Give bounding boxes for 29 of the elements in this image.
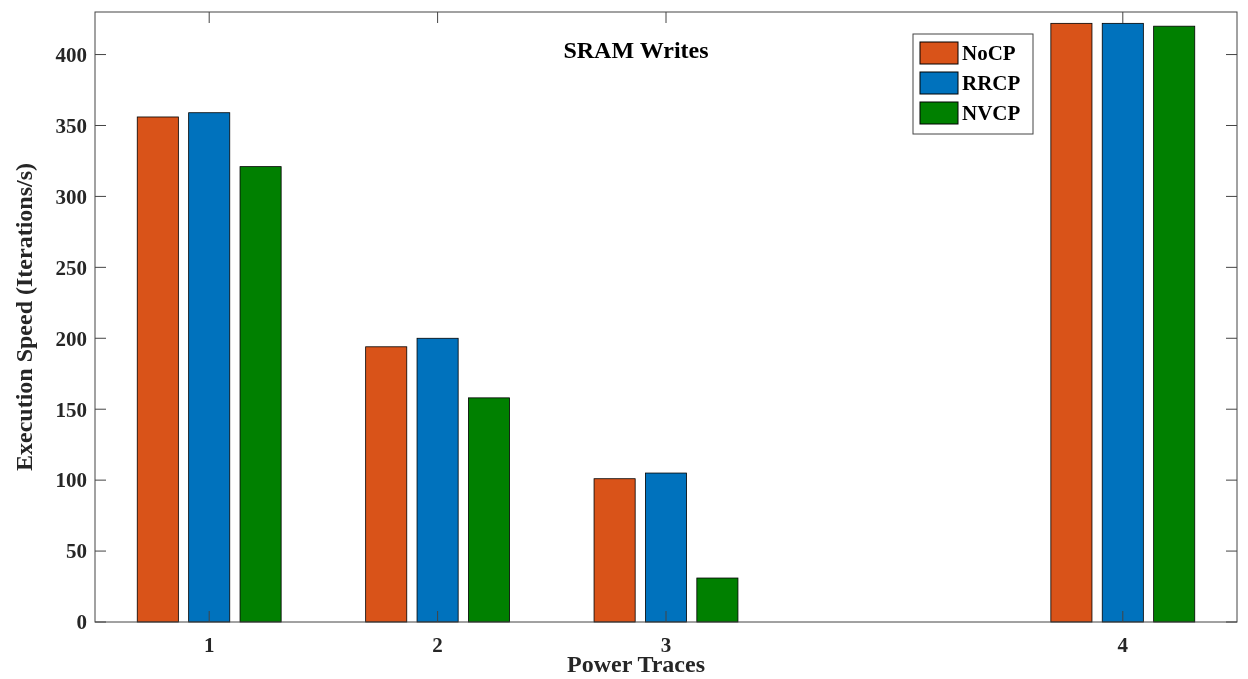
- legend-label: NoCP: [962, 41, 1016, 66]
- legend-label: NVCP: [962, 101, 1021, 126]
- bar: [468, 397, 510, 623]
- x-tick-label: 4: [1117, 633, 1129, 657]
- bar: [136, 116, 179, 623]
- y-tick-label: 200: [55, 326, 87, 351]
- bar: [365, 346, 408, 623]
- bar: [416, 337, 459, 623]
- bar: [593, 478, 636, 623]
- y-tick-label: 250: [55, 255, 87, 280]
- y-tick-label: 100: [55, 468, 87, 493]
- bar: [1050, 22, 1093, 623]
- y-tick-label: 50: [66, 539, 87, 564]
- y-axis-title: Execution Speed (Iterations/s): [11, 163, 37, 471]
- legend-label: RRCP: [962, 71, 1021, 96]
- y-tick-label: 0: [76, 610, 87, 635]
- bar: [239, 166, 282, 623]
- y-tick-label: 150: [55, 397, 87, 422]
- x-tick-label: 1: [203, 633, 215, 657]
- bar: [188, 112, 231, 623]
- y-tick-label: 300: [55, 184, 87, 209]
- bar: [1101, 22, 1144, 623]
- text: SRAM Writes: [563, 37, 709, 63]
- y-tick-label: 400: [55, 42, 87, 67]
- bar: [645, 472, 687, 623]
- bar: [696, 577, 739, 623]
- x-tick-label: 2: [432, 633, 443, 657]
- bar: [1153, 25, 1196, 623]
- y-tick-label: 350: [55, 113, 87, 138]
